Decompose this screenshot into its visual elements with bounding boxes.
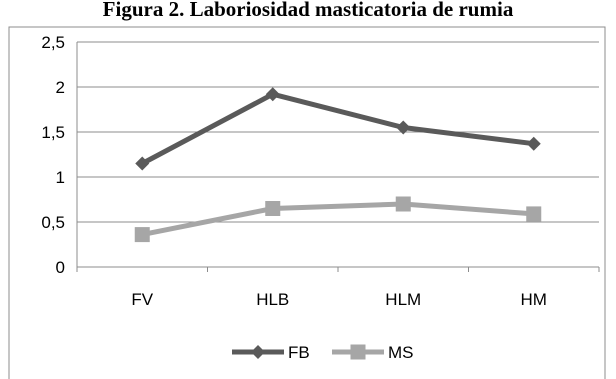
y-tick-label: 2,5 [41,33,65,52]
gridlines [77,41,599,223]
x-tick-label: HLB [256,290,289,309]
y-tick-label: 0 [56,258,65,277]
data-point-fb [265,87,280,102]
x-tick-label: HM [521,290,547,309]
y-tick-label: 2 [56,78,65,97]
data-point-ms [395,196,411,212]
series-lines [134,87,542,243]
series-line-ms [141,201,534,238]
chart-title: Figura 2. Laboriosidad masticatoria de r… [103,0,514,21]
y-tick-label: 1 [56,168,65,187]
legend-marker-ms [350,344,366,360]
chart-frame [8,26,606,379]
legend-label-fb: FB [288,343,310,362]
x-tick-label: HLM [385,290,421,309]
data-point-fb [135,156,150,171]
series-line-fb [141,91,535,166]
axes: 0 0,5 1 1,5 2 2,5 FV HLB HLM HM [41,33,600,309]
x-tick-label: FV [131,290,153,309]
legend-label-ms: MS [388,343,414,362]
data-point-fb [526,136,541,151]
legend-marker-fb [251,345,265,359]
data-point-ms [526,206,542,222]
data-point-fb [396,120,411,135]
y-tick-label: 0,5 [41,213,65,232]
y-tick-label: 1,5 [41,123,65,142]
legend: FB MS [232,343,414,362]
data-point-ms [265,201,281,216]
data-point-ms [134,227,150,243]
